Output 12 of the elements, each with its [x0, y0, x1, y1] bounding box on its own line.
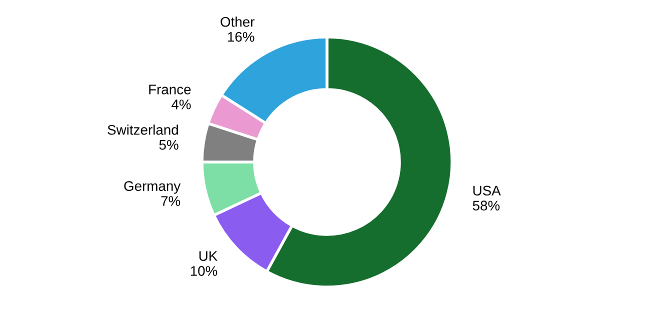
- slice-label: USA: [473, 186, 501, 196]
- data-label: 58%: [472, 200, 500, 211]
- slice-label: Other: [220, 16, 255, 27]
- slice-label: UK: [199, 251, 218, 261]
- data-label: 4%: [172, 100, 191, 110]
- data-label: 5%: [159, 140, 178, 150]
- data-label: 16%: [228, 32, 254, 42]
- slice-label: Germany: [124, 181, 181, 194]
- slice-label: France: [149, 84, 191, 94]
- data-label: 10%: [190, 266, 218, 276]
- data-label: 7%: [161, 196, 180, 206]
- slice-label: Switzerland: [108, 124, 178, 135]
